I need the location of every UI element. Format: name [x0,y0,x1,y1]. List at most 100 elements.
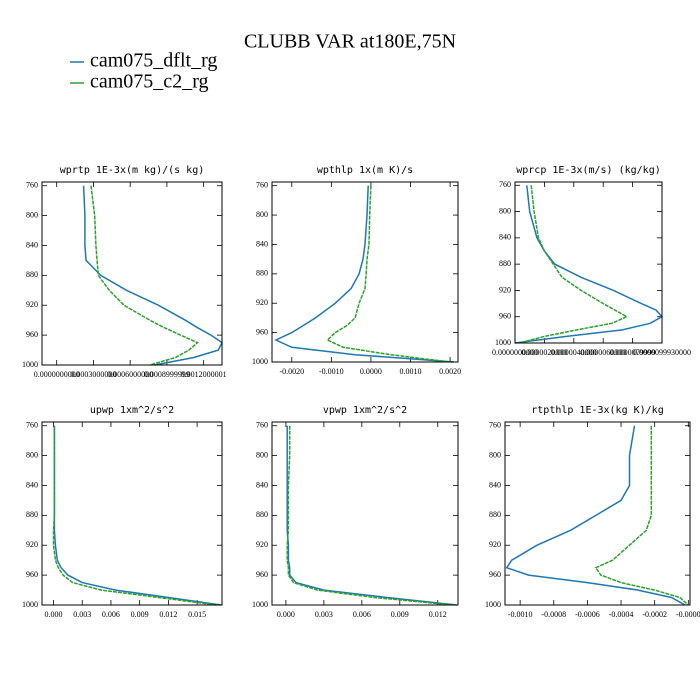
y-tick-label: 800 [499,206,511,215]
y-tick-label: 880 [26,270,38,279]
x-tick-label: 0.0000079999 [610,348,656,357]
y-tick-label: 880 [489,510,501,519]
x-tick-label: -0.0008 [541,610,566,619]
x-tick-label: -0.0004 [609,610,634,619]
x-tick-label: 0.009 [391,610,409,619]
y-tick-label: 920 [489,540,501,549]
y-tick-label: 920 [256,540,268,549]
x-tick-label: 0.0000040000 [551,348,597,357]
profile-line [514,185,664,344]
y-tick-label: 840 [499,233,511,242]
legend-label: cam075_c2_rg [90,71,209,93]
x-tick-label: 0.009 [131,610,149,619]
x-tick-label: 0.015 [188,610,206,619]
y-tick-label: 960 [256,570,268,579]
y-tick-label: 880 [256,269,268,278]
x-tick-label: 0.0000000000 [492,348,538,357]
x-tick-label: 0.0010 [400,367,422,376]
x-tick-label: 0.000 [44,610,62,619]
y-tick-label: 800 [26,450,38,459]
profile-line [274,185,455,363]
panel-title: rtpthlp 1E-3x(kg K)/kg [531,405,663,416]
y-tick-label: 760 [26,181,38,190]
y-tick-label: 880 [256,510,268,519]
y-tick-label: 840 [489,480,501,489]
profile-line [594,425,689,606]
x-tick-label: -0.0006 [575,610,600,619]
y-tick-label: 840 [256,480,268,489]
y-tick-label: 920 [26,300,38,309]
y-tick-label: 960 [499,312,511,321]
y-tick-label: 760 [489,421,501,430]
y-tick-label: 1000 [485,600,501,609]
y-tick-label: 840 [26,240,38,249]
y-tick-label: 960 [256,327,268,336]
x-tick-label: 0.012 [159,610,177,619]
y-tick-label: 800 [256,450,268,459]
y-tick-label: 920 [256,298,268,307]
y-tick-label: 800 [256,210,268,219]
x-tick-label: 0.0020 [439,367,461,376]
y-tick-label: 1000 [495,338,511,347]
profile-line [82,185,223,366]
y-tick-label: 1000 [22,600,38,609]
y-tick-label: 840 [26,480,38,489]
y-tick-label: 800 [26,210,38,219]
x-tick-label: 0.0000099930000 [633,348,691,357]
x-tick-label: -0.0002 [642,610,667,619]
y-tick-label: 880 [26,510,38,519]
y-tick-label: 840 [256,239,268,248]
profile-line [53,425,222,606]
y-tick-label: 800 [489,450,501,459]
legend-label: cam075_dflt_rg [90,50,217,72]
panel-title: vpwp 1xm^2/s^2 [323,405,407,416]
y-tick-label: 960 [26,570,38,579]
y-tick-label: 920 [26,540,38,549]
profile-line [326,185,451,363]
y-tick-label: 960 [26,330,38,339]
profile-line [505,425,686,606]
y-tick-label: 760 [256,421,268,430]
profile-line [286,425,453,606]
y-tick-label: 960 [489,570,501,579]
profile-line [519,185,629,344]
y-tick-label: 1000 [22,360,38,369]
panel-title: upwp 1xm^2/s^2 [90,405,174,416]
plot-frame [271,421,459,606]
x-tick-label: 0.012 [429,610,447,619]
panel-title: wpthlp 1x(m K)/s [317,165,413,176]
x-tick-label: -0.0000 [676,610,700,619]
figure-title: CLUBB VAR at180E,75N [244,31,456,53]
profile-line [52,425,217,606]
y-tick-label: 1000 [252,357,268,366]
x-tick-label: 0.003 [315,610,333,619]
x-tick-label: 0.0000060000 [580,348,626,357]
x-tick-label: -0.0010 [319,367,344,376]
y-tick-label: 760 [26,421,38,430]
x-tick-label: 0.0008999999 [144,370,190,379]
plot-frame [514,181,663,344]
panel-title: wprtp 1E-3x(m kg)/(s kg) [60,165,205,176]
y-tick-label: 920 [499,285,511,294]
x-tick-label: 0.003 [73,610,91,619]
y-tick-label: 880 [499,259,511,268]
x-tick-label: 0.0000000000 [34,370,80,379]
x-tick-label: 0.0003000000 [70,370,116,379]
profile-line [286,425,457,606]
plot-frame [271,181,459,363]
x-tick-label: 0.0012000001 [181,370,227,379]
x-tick-label: 0.000 [277,610,295,619]
plot-frame [41,181,223,366]
x-tick-label: -0.0010 [508,610,533,619]
plot-frame [41,421,223,606]
x-tick-label: 0.0000020000 [521,348,567,357]
y-tick-label: 760 [256,181,268,190]
y-tick-label: 1000 [252,600,268,609]
x-tick-label: 0.0006000000 [107,370,153,379]
x-tick-label: 0.006 [353,610,371,619]
y-tick-label: 760 [499,180,511,189]
x-tick-label: -0.0020 [279,367,304,376]
profile-line [90,185,199,366]
x-tick-label: 0.0000 [360,367,382,376]
